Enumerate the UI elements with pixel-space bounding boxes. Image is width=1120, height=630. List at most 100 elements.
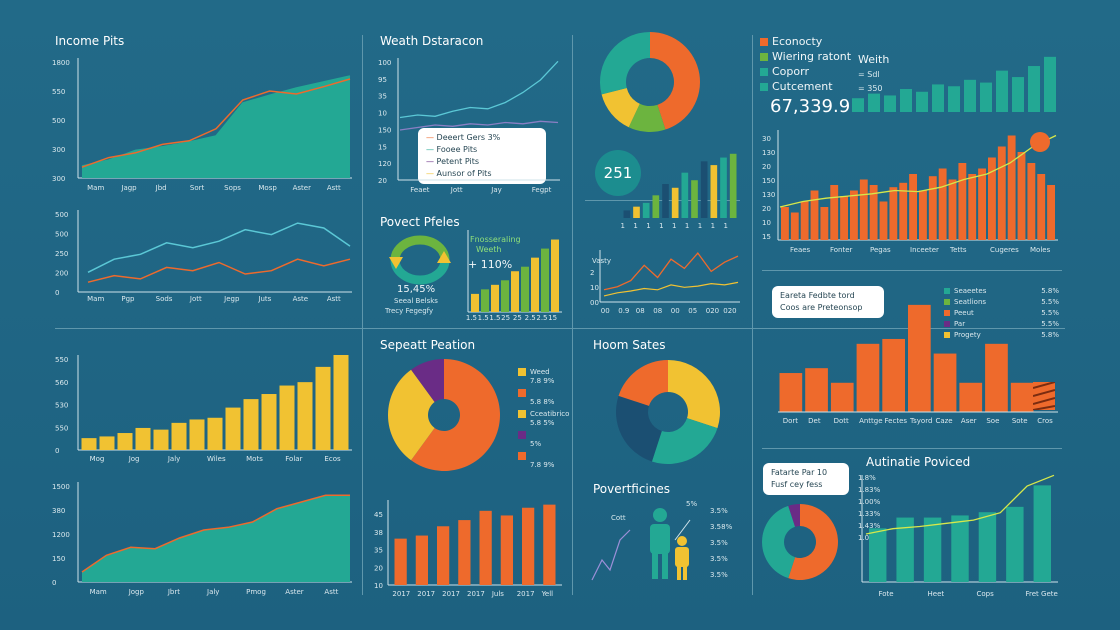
y-tick-label: 20: [762, 205, 771, 213]
legend-value: 5.5%: [1041, 298, 1059, 306]
y-tick-label: 550: [55, 424, 68, 432]
x-tick-label: Astt: [327, 295, 341, 303]
econtop-bar: [900, 89, 912, 112]
poverticines-title: Povertficines: [593, 482, 671, 496]
legend-name: Par: [954, 320, 966, 328]
ybars-bar: [117, 433, 133, 450]
midLegend-row: Par 5.5%: [944, 319, 1059, 330]
x-tick-label: Anttge: [859, 417, 882, 425]
family-icon: [650, 508, 689, 580]
tarea-line: [81, 494, 350, 573]
sepbars-bar: [500, 515, 513, 585]
ybars-bar: [189, 419, 205, 450]
weith-line-1: = 350: [858, 84, 883, 93]
x-tick-label: Ecos: [324, 455, 341, 463]
econ-bar: [781, 207, 789, 240]
hoom-donut-slice: [618, 360, 668, 406]
legend-name: Seaeetes: [954, 287, 987, 295]
y-tick-label: 10: [378, 110, 387, 118]
y-tick-label: 300: [52, 175, 65, 183]
wealth-legend-1: — Fooee Pits: [426, 145, 478, 154]
legend-name: Weed: [530, 368, 550, 376]
autobars-bar: [869, 528, 887, 582]
y-tick-label: 500: [52, 117, 65, 125]
y-tick-label: 10: [762, 219, 771, 227]
x-tick-label: Fegpt: [532, 186, 552, 194]
ybars-bar: [315, 366, 331, 450]
callout-right-0: Fatarte Par 10: [771, 468, 828, 477]
stat-item: 3.5%: [710, 539, 728, 547]
wealth-legend-3: — Aunsor of Pits: [426, 169, 492, 178]
y-tick-label: 10: [374, 582, 383, 590]
x-tick-label: Heet: [928, 590, 945, 598]
legend-name: Progety: [954, 331, 981, 339]
y-tick-label: 10: [590, 284, 599, 292]
x-tick-label: Aster: [293, 184, 311, 192]
pov-line: [591, 529, 631, 581]
engbars-bar: [551, 239, 559, 312]
y-tick-label: 200: [55, 270, 68, 278]
x-tick-label: Dort: [783, 417, 799, 425]
legend-swatch: [518, 368, 526, 376]
engaging-title-0: Fnosseraling: [470, 235, 521, 244]
weith-line-0: = Sdl: [858, 70, 880, 79]
econtop-bar: [1044, 56, 1056, 112]
econ-bar: [928, 176, 937, 240]
engbars-bar: [501, 280, 509, 312]
x-tick-label: 25: [513, 314, 522, 322]
x-tick-label: Jogp: [128, 588, 145, 596]
econ-bar: [938, 168, 947, 240]
economy-legend-2: Coporr: [760, 64, 851, 79]
poverty-pct: 15,45%: [397, 284, 436, 295]
x-tick-label: Feaes: [790, 246, 811, 254]
midbars-bar: [882, 338, 905, 412]
autobars-bar: [951, 515, 969, 582]
y-tick-label: 38: [374, 529, 383, 537]
y-tick-label: 500: [55, 211, 68, 219]
econ-bar: [810, 190, 819, 240]
x-tick-label: Wiles: [207, 455, 226, 463]
auto-trend-line: [865, 474, 1055, 535]
x-tick-label: 2017: [417, 590, 435, 598]
x-tick-label: Dott: [834, 417, 849, 425]
x-tick-label: Caze: [935, 417, 952, 425]
econ-bar: [997, 146, 1006, 240]
sepbars-bar: [415, 535, 428, 585]
wealth-legend: — Deeert Gers 3% — Fooee Pits — Petent P…: [418, 128, 546, 184]
callout-mid-0: Eareta Fedbte tord: [780, 291, 855, 300]
x-tick-label: 1: [698, 222, 702, 230]
y-tick-label: 00: [590, 299, 599, 307]
midbars-bar: [985, 343, 1008, 412]
minibars-bar: [729, 153, 737, 218]
engaging-title-1: Weeth: [476, 245, 502, 254]
legend-name: Peeut: [954, 309, 974, 317]
ybars-bar: [171, 422, 187, 450]
midLegend-row: Progety 5.8%: [944, 330, 1059, 341]
callout-mid: Eareta Fedbte tord Coos are Preteonsop: [772, 286, 884, 318]
midbars-bar: [805, 368, 828, 412]
x-tick-label: Juts: [257, 295, 271, 303]
y-tick-label: 550: [52, 88, 65, 96]
econ-bar: [919, 190, 927, 240]
econtop-bar: [1012, 77, 1024, 112]
engbars-bar: [511, 271, 519, 312]
separ-pie-slice: [411, 359, 500, 471]
econtop-bar: [868, 93, 880, 112]
legend-value: 5.8 8%: [530, 398, 555, 406]
pov-label-0: Cott: [611, 514, 626, 522]
x-tick-label: 1: [711, 222, 715, 230]
separ-legend-row: Cceatibrico 5.8 5%: [518, 410, 570, 428]
x-tick-label: Jaly: [206, 588, 219, 596]
x-tick-label: Fote: [879, 590, 894, 598]
hoom-donut-slice: [651, 418, 718, 465]
x-tick-label: Fret Gete: [1026, 590, 1058, 598]
x-tick-label: Jegp: [223, 295, 240, 303]
engaging-pct: + 110%: [468, 258, 513, 271]
x-tick-label: Mosp: [258, 184, 277, 192]
y-tick-label: 35: [378, 93, 387, 101]
x-tick-label: Folar: [285, 455, 302, 463]
x-tick-label: 1: [685, 222, 689, 230]
x-tick-label: 0.9: [618, 307, 629, 315]
econ-bar: [790, 212, 799, 240]
x-tick-label: 1: [659, 222, 663, 230]
